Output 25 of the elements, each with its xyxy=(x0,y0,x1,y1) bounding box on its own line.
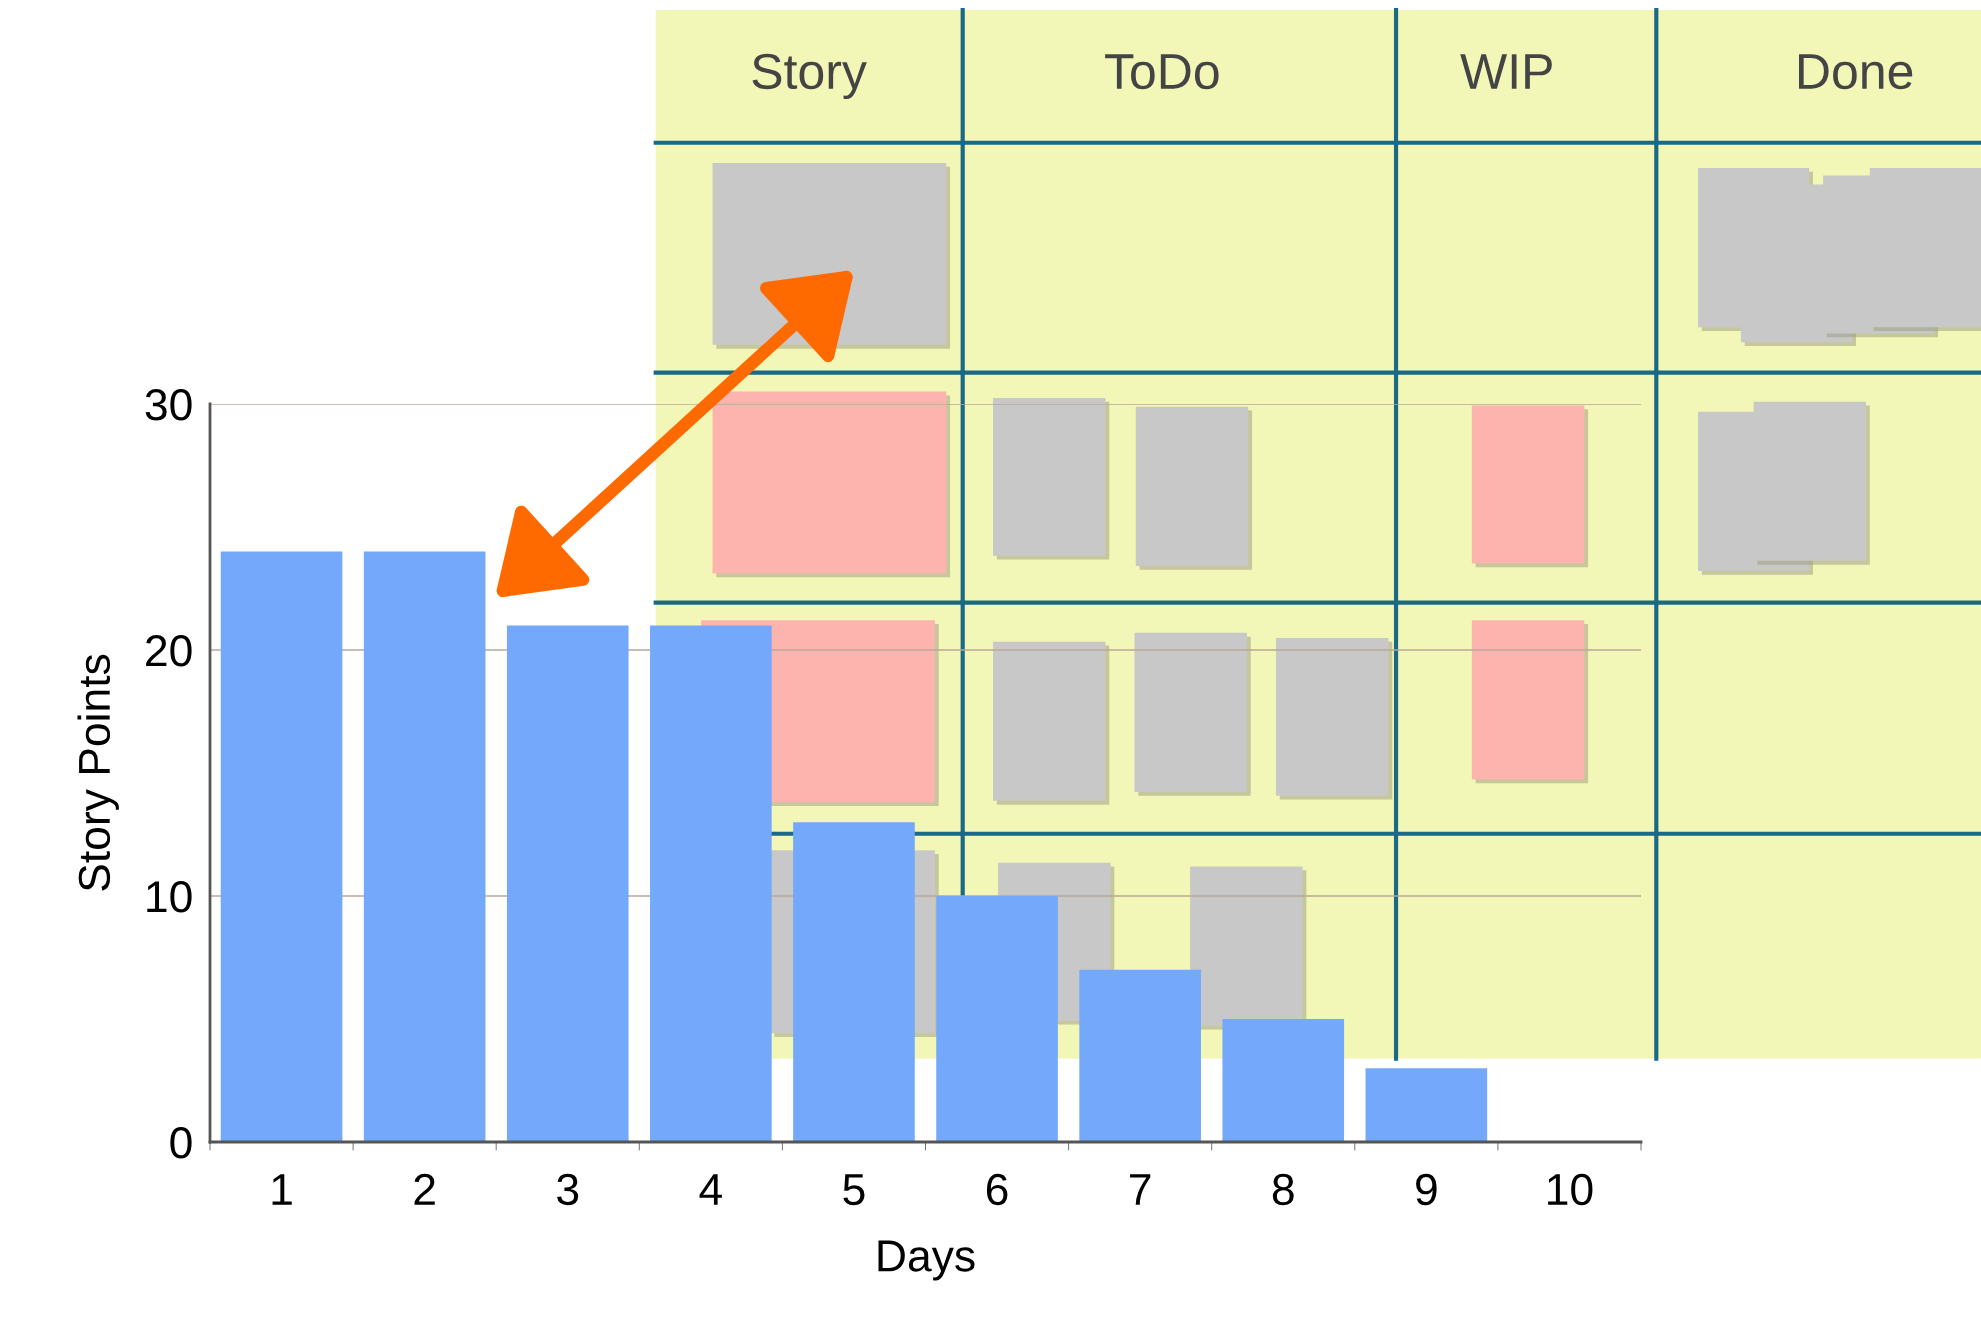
text: Done xyxy=(1799,54,1913,90)
x-tick-label: 2 xyxy=(414,1173,435,1205)
x-tick-label: 9 xyxy=(1416,1173,1437,1206)
x-tick-label: 1 xyxy=(272,1174,292,1205)
y-tick-label: 30 xyxy=(145,389,192,421)
y-tick-label: 20 xyxy=(146,635,192,667)
bar xyxy=(1079,969,1201,1142)
text: ToDo xyxy=(1105,54,1219,90)
text: Story xyxy=(752,53,867,100)
bar xyxy=(1365,1068,1488,1142)
x-tick-label: 3 xyxy=(557,1173,579,1206)
y-tick-label: 0 xyxy=(170,1127,192,1159)
x-axis-title: Days xyxy=(878,1240,975,1281)
bar xyxy=(363,551,486,1142)
x-tick-label: 5 xyxy=(843,1174,865,1206)
y-axis-title: Story Points xyxy=(77,654,119,891)
bar xyxy=(220,551,343,1142)
x-tick-label: 8 xyxy=(1272,1173,1294,1206)
text: WIP xyxy=(1460,54,1552,89)
x-tick-label: 10 xyxy=(1548,1173,1593,1206)
bar xyxy=(506,625,629,1142)
x-tick-label: 4 xyxy=(699,1174,722,1205)
x-tick-label: 7 xyxy=(1130,1174,1151,1205)
x-tick-label: 6 xyxy=(986,1173,1008,1206)
y-tick-label: 10 xyxy=(147,881,192,913)
